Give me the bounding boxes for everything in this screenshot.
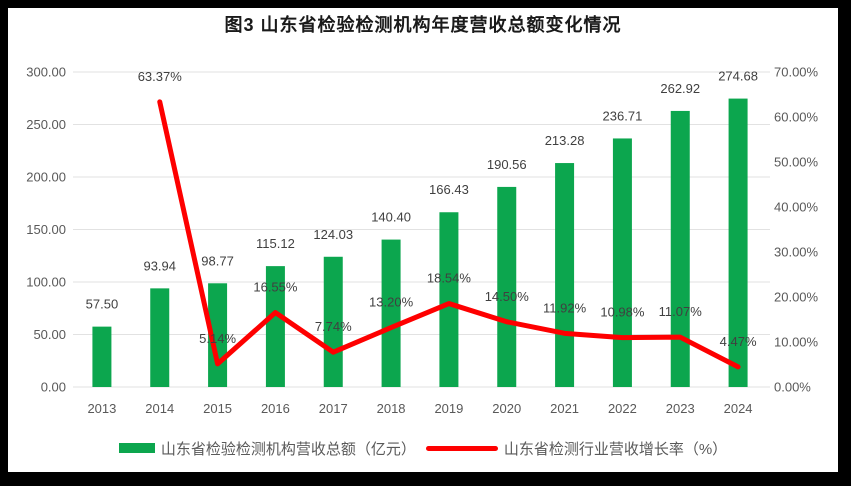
svg-text:262.92: 262.92 — [660, 81, 700, 96]
combo-chart-svg: 0.0050.00100.00150.00200.00250.00300.000… — [26, 65, 819, 417]
svg-text:11.92%: 11.92% — [543, 300, 587, 315]
legend-item-growth: 山东省检测行业营收增长率（%） — [425, 438, 728, 459]
svg-text:166.43: 166.43 — [429, 182, 469, 197]
svg-text:213.28: 213.28 — [545, 133, 585, 148]
svg-text:124.03: 124.03 — [313, 227, 353, 242]
svg-text:2013: 2013 — [87, 401, 116, 416]
svg-text:57.50: 57.50 — [86, 297, 119, 312]
svg-text:200.00: 200.00 — [26, 170, 66, 185]
svg-text:2020: 2020 — [492, 401, 521, 416]
gridlines — [73, 71, 770, 388]
svg-text:18.54%: 18.54% — [427, 271, 472, 286]
svg-text:140.40: 140.40 — [371, 210, 411, 225]
bar-data-labels: 57.50 93.94 98.77 115.12 124.03 140.40 166.43 1… — [86, 69, 758, 312]
svg-text:5.14%: 5.14% — [199, 331, 236, 346]
svg-text:2019: 2019 — [434, 401, 463, 416]
svg-text:13.20%: 13.20% — [369, 295, 414, 310]
chart-panel: 图3 山东省检验检测机构年度营收总额变化情况 0.00 50.00 100.00 15… — [8, 8, 838, 472]
svg-text:63.37%: 63.37% — [138, 69, 183, 84]
bar-swatch-icon — [118, 443, 155, 453]
svg-text:70.00%: 70.00% — [774, 65, 819, 80]
svg-text:93.94: 93.94 — [143, 258, 176, 273]
right-axis-ticks: 0.00% 10.00% 20.00% 30.00% 40.00% 50.00% 60.00… — [774, 65, 819, 395]
svg-text:2024: 2024 — [724, 401, 753, 416]
svg-text:0.00: 0.00 — [41, 380, 66, 395]
svg-text:10.98%: 10.98% — [600, 305, 645, 320]
line-series — [157, 99, 741, 370]
legend-label-revenue: 山东省检验检测机构营收总额（亿元） — [160, 440, 416, 458]
svg-text:300.00: 300.00 — [26, 65, 66, 80]
svg-text:2023: 2023 — [666, 401, 695, 416]
svg-text:50.00: 50.00 — [33, 327, 66, 342]
svg-text:7.74%: 7.74% — [315, 319, 352, 334]
svg-text:236.71: 236.71 — [603, 108, 643, 123]
svg-text:10.00%: 10.00% — [774, 335, 819, 350]
svg-text:2022: 2022 — [608, 401, 637, 416]
svg-text:250.00: 250.00 — [26, 117, 66, 132]
svg-text:20.00%: 20.00% — [774, 290, 819, 305]
svg-text:4.47%: 4.47% — [720, 334, 757, 349]
svg-text:2015: 2015 — [203, 401, 232, 416]
svg-text:50.00%: 50.00% — [774, 155, 819, 170]
svg-text:14.50%: 14.50% — [485, 289, 530, 304]
x-axis-labels: 2013 2014 2015 2016 2017 2018 2019 2020 2021 2022… — [87, 401, 752, 416]
legend-label-growth: 山东省检测行业营收增长率（%） — [503, 440, 728, 458]
svg-text:274.68: 274.68 — [718, 69, 758, 84]
svg-text:2021: 2021 — [550, 401, 579, 416]
line-data-labels: 63.37% 5.14% 16.55% 7.74% 13.20% 18.54% 14.50%… — [138, 69, 757, 349]
svg-text:150.00: 150.00 — [26, 222, 66, 237]
svg-text:98.77: 98.77 — [201, 253, 234, 268]
svg-text:190.56: 190.56 — [487, 157, 527, 172]
left-axis-ticks: 0.00 50.00 100.00 150.00 200.00 250.00 300.00 — [26, 65, 66, 395]
svg-text:115.12: 115.12 — [256, 236, 295, 251]
svg-text:30.00%: 30.00% — [774, 245, 819, 260]
line-swatch-icon — [425, 445, 498, 451]
svg-text:2017: 2017 — [319, 401, 348, 416]
svg-text:2016: 2016 — [261, 401, 290, 416]
svg-text:0.00%: 0.00% — [774, 380, 811, 395]
chart-plot-area: 0.00 50.00 100.00 150.00 200.00 250.00 300.00 0… — [8, 8, 838, 428]
svg-text:100.00: 100.00 — [26, 275, 66, 290]
chart-title: 图3 山东省检验检测机构年度营收总额变化情况 — [224, 15, 622, 35]
chart-legend: 山东省检验检测机构营收总额（亿元） 山东省检测行业营收增长率（%） — [8, 437, 838, 459]
svg-text:16.55%: 16.55% — [253, 280, 298, 295]
svg-text:2018: 2018 — [377, 401, 406, 416]
legend-item-revenue: 山东省检验检测机构营收总额（亿元） — [118, 438, 416, 459]
svg-text:11.07%: 11.07% — [659, 304, 703, 319]
svg-text:60.00%: 60.00% — [774, 110, 819, 125]
svg-text:40.00%: 40.00% — [774, 200, 819, 215]
svg-text:2014: 2014 — [145, 401, 174, 416]
